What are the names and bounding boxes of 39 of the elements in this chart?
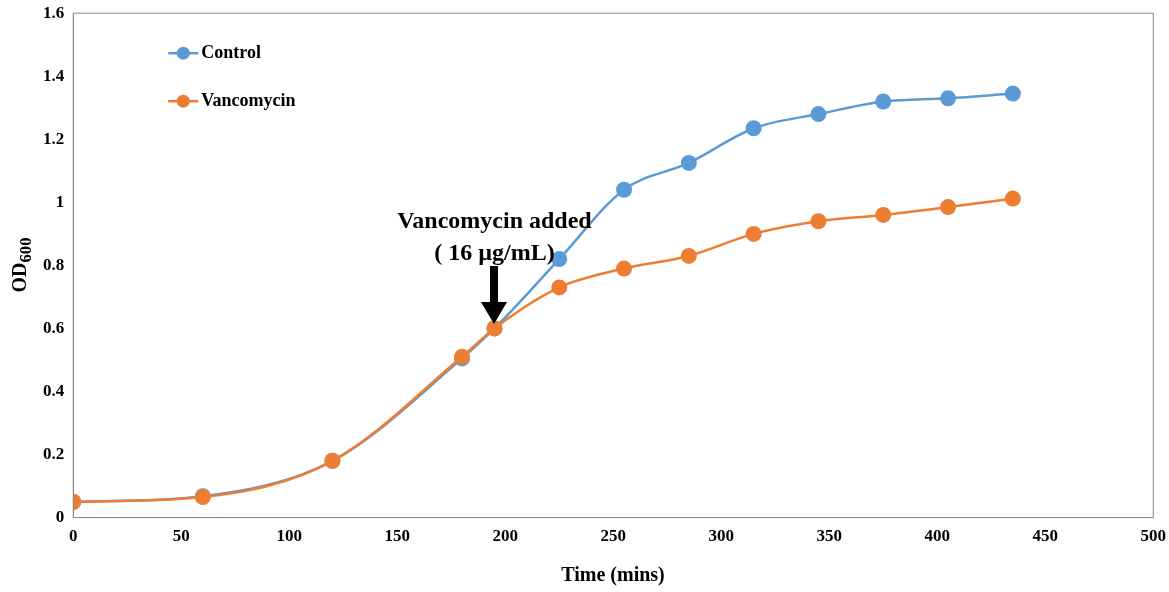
legend-label: Vancomycin <box>201 89 296 110</box>
point <box>940 199 957 216</box>
y-tick-label: 1.6 <box>43 2 65 22</box>
x-axis-title: Time (mins) <box>561 563 665 586</box>
point <box>875 206 892 223</box>
x-tick-label: 200 <box>492 526 518 546</box>
x-tick-label: 100 <box>276 526 302 546</box>
point <box>616 181 633 198</box>
x-tick-label: 350 <box>816 526 842 546</box>
point <box>810 106 827 123</box>
y-tick-label: 0.4 <box>43 380 65 400</box>
y-tick-label: 1.4 <box>43 65 65 85</box>
x-tick-label: 50 <box>172 526 190 546</box>
y-tick-label: 0.8 <box>43 254 65 274</box>
x-tick-label: 0 <box>69 526 78 546</box>
point <box>551 279 568 296</box>
x-tick-label: 450 <box>1032 526 1058 546</box>
y-tick-label: 1.2 <box>43 128 65 148</box>
point <box>810 213 827 230</box>
legend-label: Control <box>201 41 261 62</box>
x-tick-label: 500 <box>1140 526 1166 546</box>
x-tick-label: 400 <box>924 526 950 546</box>
point <box>1004 190 1021 207</box>
x-tick-label: 300 <box>708 526 734 546</box>
point <box>745 225 762 242</box>
y-tick-label: 0.2 <box>43 443 65 463</box>
y-tick-label: 1 <box>55 191 65 211</box>
annotation: Vancomycin added ( 16 µg/mL) <box>397 207 593 266</box>
point <box>680 247 697 264</box>
point <box>1004 85 1021 102</box>
y-tick-label: 0 <box>55 506 65 526</box>
x-tick-label: 250 <box>600 526 626 546</box>
point <box>745 120 762 137</box>
point <box>875 93 892 110</box>
y-tick-label: 0.6 <box>43 317 65 337</box>
x-tick-label: 150 <box>384 526 410 546</box>
point <box>680 154 697 171</box>
point <box>940 90 957 107</box>
point <box>616 260 633 277</box>
